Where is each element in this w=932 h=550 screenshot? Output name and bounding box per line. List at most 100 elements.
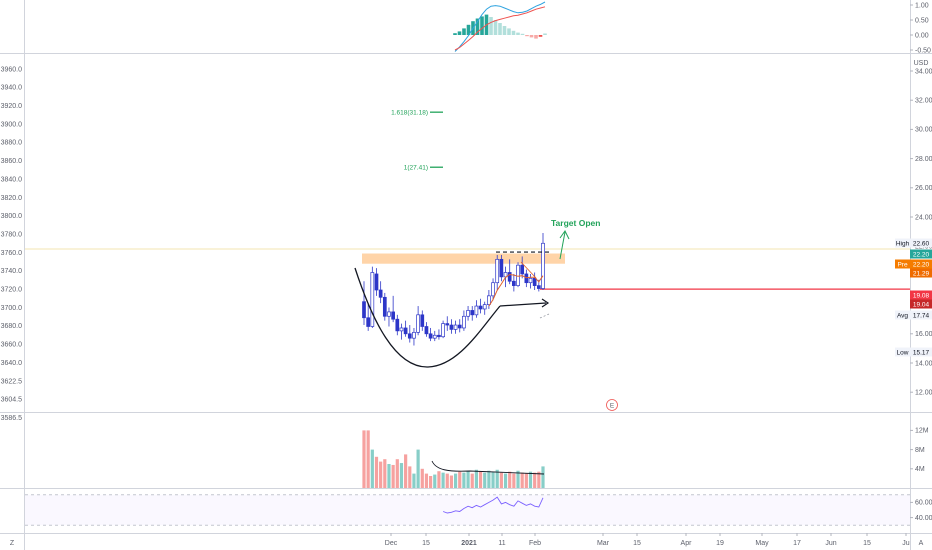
high-label-name: High	[896, 240, 910, 247]
time-axis-tick-label: 19	[716, 540, 724, 547]
time-axis-tick-label: 15	[422, 540, 430, 547]
volume-bar	[520, 472, 524, 488]
event-letter: E	[610, 403, 615, 410]
candle-body	[495, 258, 500, 284]
volume-bar	[408, 466, 412, 488]
cup-drawing	[354, 251, 550, 368]
time-axis-tick-label: 15	[863, 540, 871, 547]
candle-body	[541, 242, 545, 289]
volume-bar	[420, 468, 424, 488]
volume-axis-tick-label: 12M	[915, 428, 929, 435]
left-axis-tick-label: 3880.0	[1, 140, 23, 147]
rsi-axis-tick-label: 60.00	[915, 500, 932, 507]
handle-trend-line	[520, 261, 537, 279]
support-price-label-value-bg	[910, 290, 932, 300]
volume-bar	[395, 459, 399, 488]
candle-body	[432, 334, 437, 339]
right-axis-tick-label: 12.00	[915, 390, 932, 397]
volume-bar	[374, 456, 379, 488]
oscillator-histogram-bar	[493, 20, 498, 35]
rsi-line	[442, 496, 544, 514]
volume-bar	[533, 472, 537, 488]
left-axis-tick-label: 3760.0	[1, 250, 23, 257]
volume-bar	[391, 464, 395, 488]
candle-body	[374, 273, 379, 291]
volume-bars	[362, 430, 545, 488]
target-arrow-shaft	[559, 231, 566, 260]
candle-body	[399, 327, 404, 332]
low-label-value-bg	[910, 347, 932, 357]
fib-level-label: 1(27.41)	[404, 165, 428, 172]
last-price-label-value-bg	[910, 249, 932, 259]
left-price-axis: 3960.0 3940.0 3920.0 3900.0 3880.0 3860.0 3840…	[1, 66, 23, 422]
left-axis-tick-label: 3940.0	[1, 85, 23, 92]
candle-body	[370, 272, 375, 327]
oscillator-histogram-bar	[525, 35, 529, 37]
volume-bar	[366, 430, 370, 488]
oscillator-histogram-bar	[466, 24, 471, 35]
oscillator-histogram-bar	[457, 31, 462, 35]
rsi-axis: 60.00 40.00	[25, 494, 932, 526]
volume-bar	[474, 469, 478, 488]
oscillator-panel	[453, 1, 547, 52]
zone-price-label-value: 21.29	[913, 270, 930, 277]
volume-bar	[478, 471, 483, 488]
rsi-band	[25, 494, 910, 526]
candle-body	[491, 282, 495, 297]
candle-body	[453, 324, 458, 330]
oscillator-histogram-bar	[534, 35, 538, 39]
resistance-zone	[362, 253, 565, 264]
volume-bar	[453, 473, 458, 488]
left-axis-tick-label: 3660.0	[1, 342, 23, 349]
volume-bar	[441, 472, 445, 488]
target-annotation: Target Open	[551, 218, 600, 260]
handle-arrow-head	[541, 298, 550, 308]
candle-body	[478, 305, 483, 310]
left-axis-tick-label: 3920.0	[1, 103, 23, 110]
candle-body	[362, 301, 366, 319]
time-axis-tick-label: Feb	[529, 540, 541, 547]
volume-bar	[470, 473, 474, 488]
oscillator-signal-line	[454, 6, 546, 51]
candle-body	[445, 323, 450, 326]
left-axis-tick-label: 3900.0	[1, 121, 23, 128]
candle-body	[466, 310, 470, 317]
volume-trend-drawing	[431, 460, 545, 475]
volume-axis-tick-label: 4M	[915, 466, 925, 473]
oscillator-histogram-bar	[489, 17, 493, 35]
right-axis-tick-label: 34.00	[915, 68, 932, 75]
candle-body	[470, 310, 475, 316]
candle-body	[512, 280, 516, 286]
volume-bar	[437, 471, 441, 488]
volume-bar	[487, 470, 491, 488]
oscillator-main-line	[454, 1, 546, 52]
price-labels: High 22.60 22.20 Pre 22.20 21.29 19.08 19.04 Avg…	[895, 238, 932, 357]
left-axis-tick-label: 3860.0	[1, 158, 23, 165]
pre-market-label-value-bg	[910, 259, 932, 269]
candle-body	[532, 277, 537, 286]
volume-bar	[466, 470, 470, 488]
candle-body	[507, 272, 512, 282]
time-axis-tick-label: Jun	[825, 540, 836, 547]
oscillator-histogram-bar	[462, 28, 466, 35]
unit-label: USD	[914, 60, 929, 67]
projection-dash	[539, 313, 550, 319]
left-axis-tick-label: 3700.0	[1, 305, 23, 312]
candle-body	[424, 326, 429, 335]
low-label-name: Low	[897, 349, 909, 356]
candle-body	[524, 273, 529, 284]
volume-axis: 12M 8M 4M	[910, 428, 929, 473]
moving-average-path	[488, 273, 544, 307]
earnings-event-marker: E	[606, 399, 618, 411]
time-axis-tick-label: Ju	[902, 540, 910, 547]
candle-body	[516, 264, 520, 286]
pre-market-label-name-bg	[895, 259, 910, 269]
target-open-label: Target Open	[551, 218, 600, 228]
oscillator-histogram-bar	[538, 35, 543, 37]
osc-axis-tick-label: 0.50	[915, 17, 929, 24]
candle-body	[482, 304, 487, 310]
high-label-value: 22.60	[913, 240, 930, 247]
event-circle	[606, 399, 618, 411]
